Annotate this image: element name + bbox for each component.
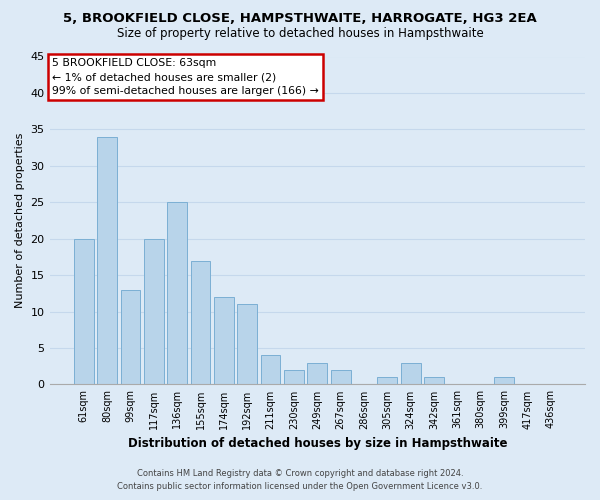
Bar (260, 356, 280, 384)
Bar (377, 377, 397, 384)
X-axis label: Distribution of detached houses by size in Hampsthwaite: Distribution of detached houses by size … (128, 437, 507, 450)
Bar (401, 362, 421, 384)
Bar (494, 377, 514, 384)
Text: Size of property relative to detached houses in Hampsthwaite: Size of property relative to detached ho… (116, 28, 484, 40)
Y-axis label: Number of detached properties: Number of detached properties (15, 133, 25, 308)
Bar (331, 370, 350, 384)
Bar (121, 290, 140, 384)
Bar (307, 362, 327, 384)
Text: 5, BROOKFIELD CLOSE, HAMPSTHWAITE, HARROGATE, HG3 2EA: 5, BROOKFIELD CLOSE, HAMPSTHWAITE, HARRO… (63, 12, 537, 26)
Bar (74, 238, 94, 384)
Bar (238, 304, 257, 384)
Text: Contains HM Land Registry data © Crown copyright and database right 2024.
Contai: Contains HM Land Registry data © Crown c… (118, 470, 482, 491)
Text: 5 BROOKFIELD CLOSE: 63sqm
← 1% of detached houses are smaller (2)
99% of semi-de: 5 BROOKFIELD CLOSE: 63sqm ← 1% of detach… (52, 58, 319, 96)
Bar (167, 202, 187, 384)
Bar (144, 238, 164, 384)
Bar (97, 136, 117, 384)
Bar (424, 377, 444, 384)
Bar (284, 370, 304, 384)
Bar (214, 297, 234, 384)
Bar (191, 260, 211, 384)
